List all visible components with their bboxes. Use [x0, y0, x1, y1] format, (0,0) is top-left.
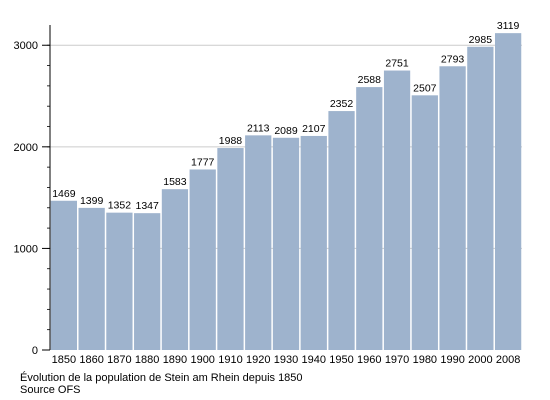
data-label: 1352	[108, 200, 132, 212]
bar	[134, 213, 161, 350]
data-label: 2107	[302, 123, 326, 135]
x-tick-label: 1990	[440, 354, 464, 366]
data-label: 3119	[497, 20, 520, 32]
data-label: 2751	[385, 58, 409, 70]
chart-caption: Évolution de la population de Stein am R…	[20, 372, 303, 384]
bar	[300, 135, 327, 350]
x-tick-label: 1860	[79, 354, 103, 366]
x-tick-label: 1880	[135, 354, 159, 366]
data-label: 2352	[330, 98, 354, 110]
data-label: 1347	[135, 200, 159, 212]
x-tick-label: 2008	[496, 354, 520, 366]
bar	[467, 46, 494, 351]
data-label: 2507	[413, 82, 437, 94]
x-tick-label: 1870	[107, 354, 131, 366]
bar	[328, 111, 355, 350]
bar	[161, 189, 189, 350]
x-tick-label: 1910	[218, 354, 242, 366]
data-label: 1399	[80, 195, 104, 207]
x-tick-label: 1920	[246, 354, 270, 366]
bar	[411, 95, 438, 350]
bar	[383, 70, 411, 351]
x-tick-label: 1970	[385, 354, 409, 366]
x-tick-label: 2000	[468, 354, 492, 366]
data-label: 2588	[358, 74, 382, 86]
x-tick-label: 1900	[190, 354, 214, 366]
bar	[106, 212, 133, 350]
x-tick-label: 1890	[163, 354, 187, 366]
data-label: 2985	[469, 34, 493, 46]
data-label: 1988	[219, 135, 243, 147]
bar	[78, 207, 105, 350]
chart-source: Source OFS	[20, 384, 81, 396]
bar	[272, 137, 300, 350]
data-label: 2793	[441, 53, 465, 65]
bar	[439, 66, 466, 351]
bar	[217, 148, 244, 350]
bar	[189, 169, 216, 350]
data-label: 2089	[274, 125, 298, 137]
y-tick-label: 0	[32, 345, 38, 357]
bar	[245, 135, 272, 350]
bar	[494, 33, 522, 351]
y-tick-label: 3000	[14, 40, 38, 52]
bar	[50, 200, 78, 350]
data-label: 1469	[52, 188, 76, 200]
data-label: 2113	[247, 122, 270, 134]
x-tick-label: 1960	[357, 354, 381, 366]
y-tick-label: 1000	[14, 243, 38, 255]
bar	[356, 87, 383, 350]
y-tick-label: 2000	[14, 142, 38, 154]
x-tick-label: 1980	[413, 354, 437, 366]
data-label: 1777	[191, 156, 215, 168]
x-tick-label: 1930	[274, 354, 298, 366]
data-label: 1583	[163, 176, 187, 188]
x-tick-label: 1850	[52, 354, 76, 366]
x-tick-label: 1940	[302, 354, 326, 366]
x-tick-label: 1950	[329, 354, 353, 366]
